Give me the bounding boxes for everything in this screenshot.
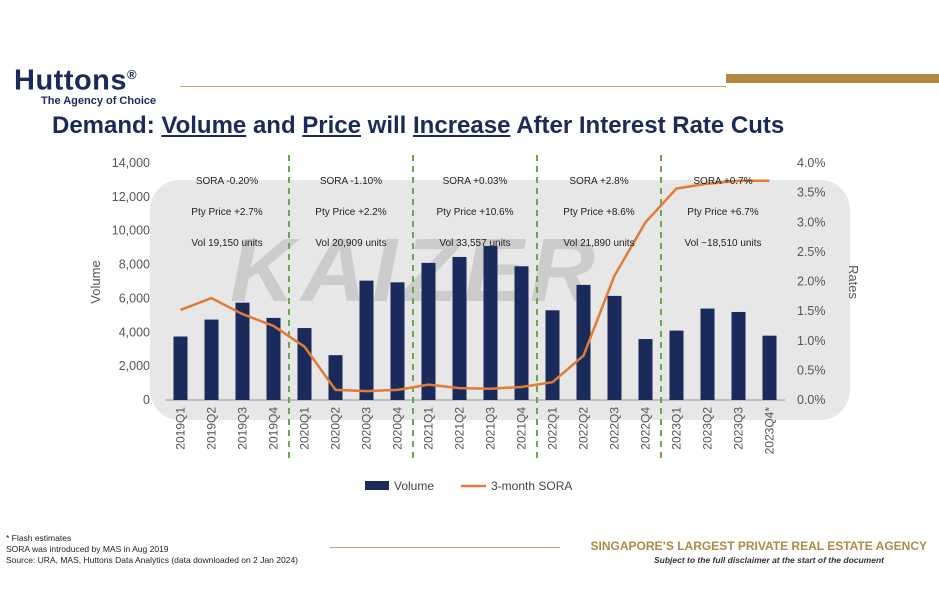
- y2-tick-label: 3.0%: [797, 215, 826, 229]
- y2-tick-label: 2.0%: [797, 275, 826, 289]
- bar-volume: [638, 339, 653, 400]
- y2-tick-label: 1.5%: [797, 304, 826, 318]
- brand-name: Huttons®: [14, 64, 138, 97]
- x-tick-label: 2019Q4: [267, 407, 281, 450]
- annotation-volume: Vol ~18,510 units: [684, 238, 761, 249]
- x-tick-label: 2022Q3: [608, 407, 622, 450]
- y2-tick-label: 4.0%: [797, 156, 826, 170]
- slide: [0, 42, 939, 568]
- annotation-volume: Vol 19,150 units: [191, 238, 262, 249]
- annotation-price: Pty Price +2.7%: [191, 207, 263, 218]
- brand-logo: Huttons® The Agency of Choice: [14, 60, 156, 107]
- legend-label-sora: 3-month SORA: [491, 479, 572, 493]
- y-tick-label: 10,000: [112, 224, 150, 238]
- y2-tick-label: 2.5%: [797, 245, 826, 259]
- series-line-sora: [180, 179, 770, 393]
- x-tick-label: 2020Q1: [298, 407, 312, 450]
- x-tick-label: 2019Q2: [205, 407, 219, 450]
- x-tick-label: 2021Q4: [515, 407, 529, 450]
- x-tick-label: 2021Q1: [422, 407, 436, 450]
- y-axis-title: Volume: [88, 260, 103, 303]
- x-tick-label: 2020Q4: [391, 407, 405, 450]
- annotation-price: Pty Price +10.6%: [437, 207, 514, 218]
- bar-volume: [545, 310, 560, 400]
- footnote-sora: SORA was introduced by MAS in Aug 2019: [6, 544, 169, 554]
- footnote-source: Source: URA, MAS, Huttons Data Analytics…: [6, 555, 298, 565]
- x-tick-label: 2023Q3: [732, 407, 746, 450]
- bar-volume: [266, 317, 281, 400]
- bar-volume: [762, 335, 777, 400]
- legend-label-volume: Volume: [394, 479, 434, 493]
- annotation-sora: SORA +0.03%: [443, 176, 508, 187]
- page-title: Demand: Volume and Price will Increase A…: [52, 112, 785, 139]
- y2-tick-label: 1.0%: [797, 334, 826, 348]
- y-tick-label: 6,000: [119, 291, 150, 305]
- annotation-sora: SORA -0.20%: [196, 176, 258, 187]
- y-tick-label: 2,000: [119, 359, 150, 373]
- annotation-sora: SORA -1.10%: [320, 176, 382, 187]
- bar-volume: [576, 284, 591, 400]
- x-tick-label: 2023Q4*: [763, 407, 777, 455]
- y-tick-label: 0: [143, 393, 150, 407]
- bar-volume: [700, 308, 715, 400]
- annotation-sora: SORA +0.7%: [693, 176, 752, 187]
- annotation-price: Pty Price +6.7%: [687, 207, 759, 218]
- bar-volume: [731, 311, 746, 400]
- legend-swatch-volume: [365, 481, 389, 490]
- bar-volume: [235, 302, 250, 400]
- x-tick-label: 2019Q1: [174, 407, 188, 450]
- bar-volume: [421, 262, 436, 400]
- footnotes: * Flash estimates SORA was introduced by…: [6, 533, 298, 566]
- annotation-price: Pty Price +8.6%: [563, 207, 635, 218]
- annotation-sora: SORA +2.8%: [569, 176, 628, 187]
- bar-volume: [483, 245, 498, 400]
- bar-volume: [452, 256, 467, 400]
- y-tick-label: 4,000: [119, 325, 150, 339]
- bar-volume: [204, 319, 219, 400]
- y2-tick-label: 3.5%: [797, 186, 826, 200]
- x-tick-label: 2019Q3: [236, 407, 250, 450]
- y2-tick-label: 0.5%: [797, 363, 826, 377]
- x-tick-label: 2021Q3: [484, 407, 498, 450]
- annotation-volume: Vol 20,909 units: [315, 238, 386, 249]
- x-tick-label: 2023Q2: [701, 407, 715, 450]
- footer-rule: [330, 547, 560, 548]
- bar-volume: [328, 355, 343, 400]
- y-tick-label: 12,000: [112, 190, 150, 204]
- y-tick-label: 8,000: [119, 258, 150, 272]
- y2-tick-label: 0.0%: [797, 393, 826, 407]
- annotation-volume: Vol 21,890 units: [563, 238, 634, 249]
- bar-volume: [669, 330, 684, 400]
- bar-volume: [514, 266, 529, 400]
- bar-volume: [173, 336, 188, 400]
- annotation-volume: Vol 33,557 units: [439, 238, 510, 249]
- header-rule: [180, 86, 726, 87]
- footer-disclaimer: Subject to the full disclaimer at the st…: [653, 555, 884, 565]
- x-tick-label: 2022Q1: [546, 407, 560, 450]
- brand-tagline: The Agency of Choice: [41, 94, 157, 107]
- x-tick-label: 2022Q2: [577, 407, 591, 450]
- y2-axis-title: Rates: [846, 265, 861, 299]
- bar-volume: [297, 328, 312, 400]
- x-tick-label: 2020Q2: [329, 407, 343, 450]
- bar-volume: [359, 280, 374, 400]
- y-tick-label: 14,000: [112, 156, 150, 170]
- x-tick-label: 2020Q3: [360, 407, 374, 450]
- x-tick-label: 2023Q1: [670, 407, 684, 450]
- header-gold-bar: [726, 74, 939, 83]
- bar-volume: [607, 295, 622, 400]
- bar-volume: [390, 282, 405, 400]
- annotation-price: Pty Price +2.2%: [315, 207, 387, 218]
- x-tick-label: 2021Q2: [453, 407, 467, 450]
- footnote-flash: * Flash estimates: [6, 533, 72, 543]
- x-tick-label: 2022Q4: [639, 407, 653, 450]
- footer-tagline: SINGAPORE’S LARGEST PRIVATE REAL ESTATE …: [590, 539, 927, 553]
